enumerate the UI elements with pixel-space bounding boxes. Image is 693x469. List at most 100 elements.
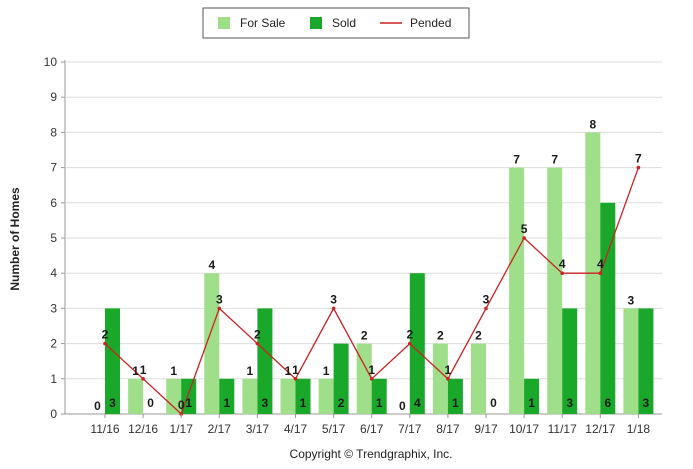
pended-point bbox=[331, 306, 336, 311]
pended-point bbox=[484, 306, 488, 311]
label-for-sale: 4 bbox=[208, 258, 215, 272]
bar-for-sale bbox=[432, 343, 448, 414]
label-pended: 1 bbox=[140, 363, 147, 377]
bar-sold bbox=[447, 378, 463, 414]
label-sold: 3 bbox=[566, 396, 573, 410]
bar-for-sale bbox=[166, 378, 182, 414]
label-for-sale: 2 bbox=[361, 329, 368, 343]
bar-sold bbox=[600, 202, 616, 414]
pended-point bbox=[446, 377, 450, 381]
y-axis-title: Number of Homes bbox=[8, 187, 22, 291]
label-pended: 0 bbox=[178, 398, 185, 412]
bar-sold bbox=[257, 308, 273, 414]
legend-swatch-for-sale bbox=[218, 17, 230, 29]
label-pended: 2 bbox=[254, 328, 261, 342]
x-tick-label: 8/17 bbox=[436, 422, 460, 436]
y-tick-label: 10 bbox=[44, 55, 58, 69]
label-for-sale: 2 bbox=[475, 329, 482, 343]
label-pended: 1 bbox=[368, 363, 375, 377]
pended-point bbox=[522, 236, 526, 240]
label-sold: 4 bbox=[414, 396, 421, 410]
x-tick-label: 4/17 bbox=[284, 422, 308, 436]
bar-sold bbox=[295, 378, 311, 414]
bar-sold bbox=[409, 273, 425, 414]
label-pended: 5 bbox=[521, 222, 528, 236]
pended-point bbox=[293, 377, 298, 381]
x-tick-label: 9/17 bbox=[474, 422, 498, 436]
bar-sold bbox=[219, 378, 235, 414]
label-sold: 3 bbox=[643, 396, 650, 410]
label-pended: 1 bbox=[445, 363, 452, 377]
label-for-sale: 1 bbox=[285, 364, 292, 378]
bar-sold bbox=[333, 343, 349, 414]
bar-for-sale bbox=[318, 378, 334, 414]
bars bbox=[105, 132, 654, 414]
y-tick-label: 9 bbox=[50, 90, 57, 104]
label-pended: 4 bbox=[559, 257, 566, 271]
bar-for-sale bbox=[280, 378, 296, 414]
bar-for-sale bbox=[128, 378, 144, 414]
x-axis-ticks: 11/16 12/16 1/17 2/17 3/17 4/17 5/17 6/17 7/17 8/… bbox=[90, 414, 650, 436]
pended-point bbox=[369, 377, 374, 381]
label-for-sale: 7 bbox=[551, 153, 558, 167]
pended-point bbox=[141, 377, 145, 381]
x-tick-label: 10/17 bbox=[509, 422, 539, 436]
bar-for-sale bbox=[204, 273, 220, 414]
label-sold: 1 bbox=[223, 396, 230, 410]
label-pended: 4 bbox=[597, 257, 604, 271]
label-for-sale: 7 bbox=[513, 153, 520, 167]
label-sold: 6 bbox=[604, 396, 611, 410]
x-tick-label: 7/17 bbox=[398, 422, 422, 436]
x-tick-label: 6/17 bbox=[360, 422, 384, 436]
y-tick-label: 1 bbox=[50, 372, 57, 386]
bar-sold bbox=[105, 308, 120, 414]
pended-point bbox=[103, 341, 107, 346]
label-pended: 7 bbox=[635, 152, 642, 166]
x-tick-label: 2/17 bbox=[208, 422, 232, 436]
legend-label-pended: Pended bbox=[410, 16, 451, 30]
label-for-sale: 1 bbox=[170, 364, 177, 378]
label-sold: 2 bbox=[338, 396, 345, 410]
label-for-sale: 1 bbox=[323, 364, 330, 378]
bar-sold bbox=[562, 308, 578, 414]
x-tick-label: 3/17 bbox=[246, 422, 270, 436]
y-tick-label: 4 bbox=[50, 266, 57, 280]
x-tick-label: 11/17 bbox=[548, 422, 577, 436]
bar-for-sale bbox=[471, 343, 486, 414]
bar-for-sale bbox=[509, 167, 525, 414]
y-axis-ticks: 0 1 2 3 4 5 6 7 8 9 10 bbox=[44, 55, 65, 421]
x-tick-label: 5/17 bbox=[322, 422, 346, 436]
y-tick-label: 6 bbox=[50, 196, 57, 210]
x-tick-label: 1/18 bbox=[627, 422, 651, 436]
label-for-sale: 2 bbox=[437, 329, 444, 343]
label-pended: 2 bbox=[406, 328, 413, 342]
bar-sold bbox=[371, 378, 387, 414]
label-for-sale: 8 bbox=[589, 117, 596, 131]
legend-label-for-sale: For Sale bbox=[240, 16, 286, 30]
legend-box bbox=[202, 7, 470, 39]
y-tick-label: 5 bbox=[50, 231, 57, 245]
label-for-sale: 3 bbox=[628, 293, 635, 307]
pended-line-group bbox=[103, 165, 641, 416]
x-tick-label: 11/16 bbox=[90, 422, 119, 436]
pended-point bbox=[560, 271, 564, 276]
bar-for-sale bbox=[547, 167, 563, 414]
label-sold: 0 bbox=[490, 396, 497, 410]
label-sold: 1 bbox=[185, 396, 192, 410]
bar-for-sale bbox=[242, 378, 258, 414]
legend-label-sold: Sold bbox=[332, 16, 356, 30]
pended-point bbox=[598, 271, 603, 276]
label-for-sale: 1 bbox=[132, 364, 139, 378]
label-sold: 1 bbox=[376, 396, 383, 410]
label-pended: 3 bbox=[330, 292, 337, 306]
label-sold: 0 bbox=[147, 396, 154, 410]
label-pended: 2 bbox=[102, 328, 109, 342]
bar-sold bbox=[638, 308, 654, 414]
y-tick-label: 2 bbox=[50, 337, 57, 351]
label-for-sale: 0 bbox=[399, 399, 406, 413]
y-tick-label: 8 bbox=[50, 125, 57, 139]
bar-for-sale bbox=[623, 308, 639, 414]
label-sold: 3 bbox=[262, 396, 269, 410]
